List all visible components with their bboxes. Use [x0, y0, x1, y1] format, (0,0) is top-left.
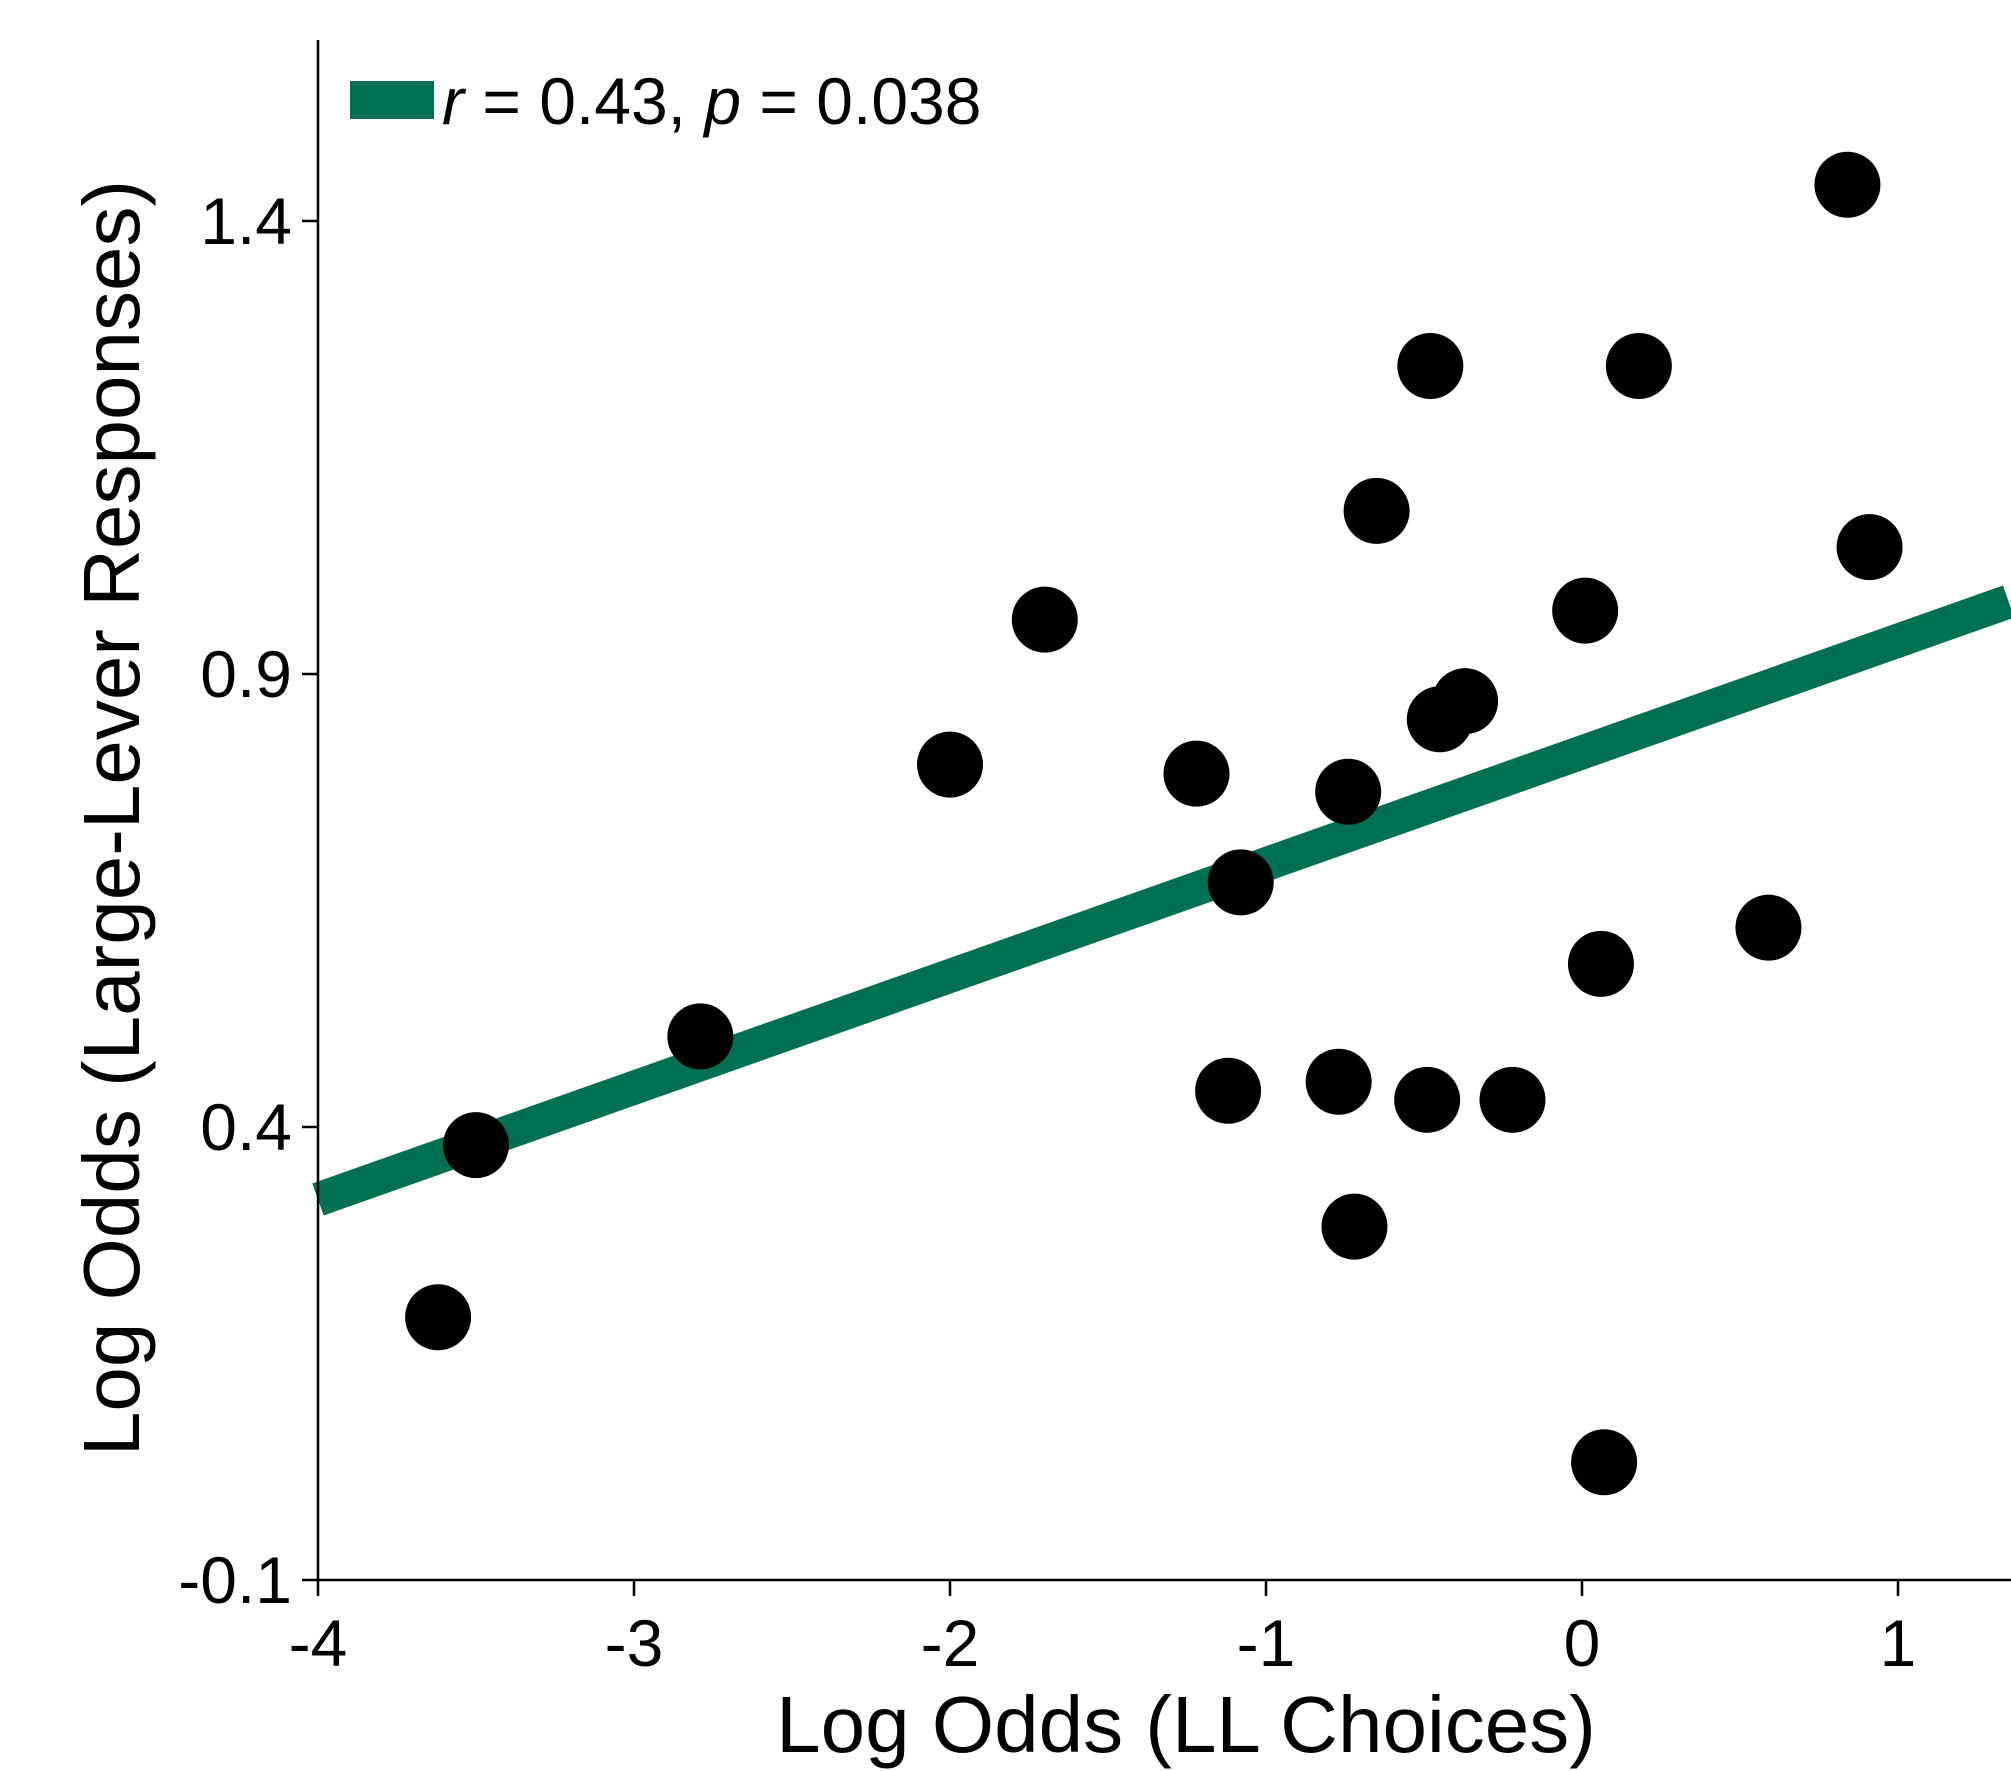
- legend-swatch: [350, 81, 434, 119]
- data-point-1: [405, 1284, 472, 1351]
- x-tick-label-5: 1: [1880, 1606, 1917, 1680]
- points-layer: [405, 151, 1903, 1496]
- legend-p-value: = 0.038: [741, 64, 981, 138]
- data-point-6: [1163, 740, 1230, 807]
- data-point-4: [917, 731, 983, 798]
- y-tick-label-1: 0.4: [200, 1090, 292, 1164]
- fit-line-layer: [312, 585, 2011, 1216]
- data-point-16: [1432, 668, 1499, 735]
- data-point-14: [1397, 332, 1464, 399]
- y-tick-label-3: 1.4: [200, 184, 292, 258]
- data-point-11: [1321, 1193, 1388, 1260]
- data-point-23: [1814, 151, 1881, 218]
- data-point-12: [1343, 477, 1410, 544]
- data-point-10: [1315, 758, 1382, 825]
- y-tick-label-0: -0.1: [178, 1543, 292, 1617]
- y-tick-label-2: 0.9: [200, 637, 292, 711]
- regression-line: [312, 585, 2011, 1216]
- data-point-22: [1735, 894, 1802, 961]
- x-tick-label-2: -2: [921, 1606, 980, 1680]
- legend-r-symbol: r: [442, 64, 467, 138]
- data-point-17: [1479, 1066, 1546, 1133]
- data-point-7: [1195, 1057, 1262, 1124]
- y-axis-title: Log Odds (Large-Lever Responses): [67, 180, 156, 1456]
- legend-p-symbol: p: [702, 64, 741, 138]
- x-tick-label-0: -4: [289, 1606, 348, 1680]
- data-point-20: [1571, 1429, 1638, 1496]
- data-point-3: [667, 1003, 734, 1070]
- data-point-13: [1394, 1066, 1461, 1133]
- data-point-2: [443, 1112, 509, 1179]
- x-axis-title: Log Odds (LL Choices): [776, 1680, 1596, 1769]
- data-point-24: [1836, 514, 1903, 581]
- data-point-21: [1605, 332, 1672, 399]
- data-point-18: [1552, 577, 1619, 644]
- data-point-9: [1305, 1048, 1372, 1115]
- axes-layer: -4 -3 -2 -1 0 1 -0.1 0.4 0.9 1.4: [178, 40, 2011, 1680]
- data-point-8: [1207, 849, 1274, 916]
- legend: r = 0.43, p = 0.038: [350, 64, 981, 138]
- legend-r-value: = 0.43,: [464, 64, 704, 138]
- data-point-5: [1011, 586, 1078, 653]
- data-point-19: [1567, 930, 1634, 997]
- x-tick-label-1: -3: [605, 1606, 664, 1680]
- x-tick-label-4: 0: [1564, 1606, 1601, 1680]
- x-tick-label-3: -1: [1237, 1606, 1296, 1680]
- legend-text: r = 0.43, p = 0.038: [442, 64, 981, 138]
